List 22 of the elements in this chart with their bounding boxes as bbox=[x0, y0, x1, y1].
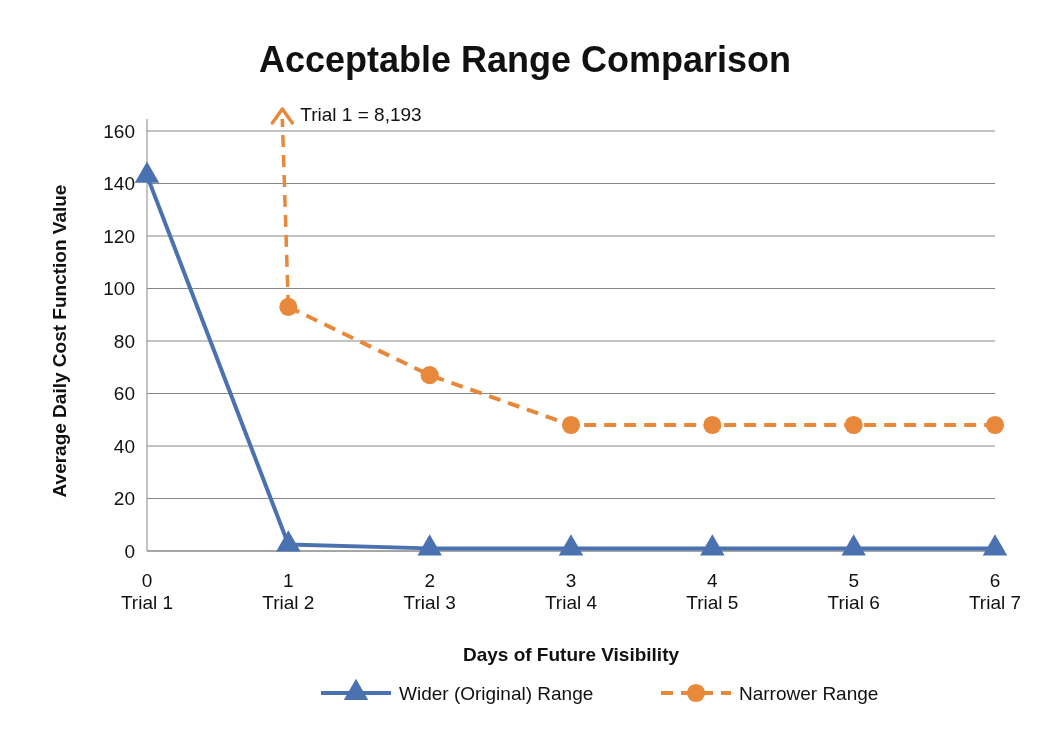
x-tick-label: 5 Trial 6 bbox=[827, 570, 880, 613]
y-tick-label: 140 bbox=[103, 173, 135, 195]
x-tick-label: 6 Trial 7 bbox=[968, 570, 1022, 613]
y-tick-label: 0 bbox=[124, 540, 135, 562]
y-axis-title: Average Daily Cost Function Value bbox=[49, 184, 70, 498]
annotation: Trial 1 = 8,193 bbox=[300, 104, 422, 125]
y-tick-label: 60 bbox=[113, 383, 135, 405]
legend-label: Narrower Range bbox=[739, 682, 879, 704]
y-tick-label: 20 bbox=[113, 488, 135, 510]
x-axis-title: Days of Future Visibility bbox=[462, 644, 680, 665]
x-tick-label: 0 Trial 1 bbox=[120, 570, 174, 613]
x-tick-label: 1 Trial 2 bbox=[262, 570, 315, 613]
y-tick-label: 100 bbox=[103, 278, 135, 300]
chart-title: Acceptable Range Comparison bbox=[258, 39, 792, 80]
x-tick-label: 4 Trial 5 bbox=[686, 570, 739, 613]
legend-label: Wider (Original) Range bbox=[399, 682, 594, 704]
x-tick-label: 3 Trial 4 bbox=[544, 570, 598, 613]
y-tick-label: 80 bbox=[113, 330, 135, 352]
y-tick-label: 120 bbox=[103, 225, 135, 247]
y-tick-label: 40 bbox=[113, 435, 135, 457]
x-tick-label: 2 Trial 3 bbox=[403, 570, 456, 613]
y-tick-label: 160 bbox=[103, 120, 135, 142]
